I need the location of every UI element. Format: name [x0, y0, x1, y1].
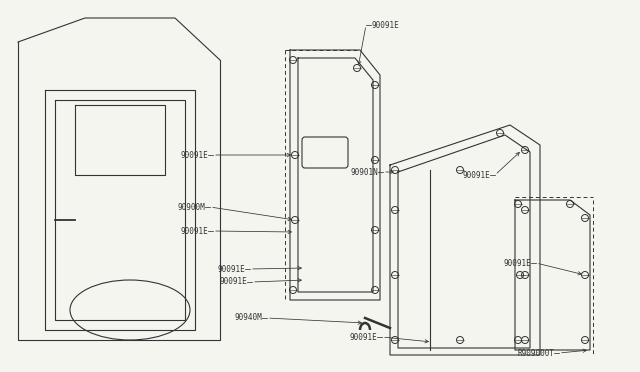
Text: 90091E: 90091E [349, 333, 377, 341]
Text: 90091E: 90091E [180, 227, 208, 235]
Text: 90091E: 90091E [462, 170, 490, 180]
Text: 90091E: 90091E [180, 151, 208, 160]
Text: 90091E: 90091E [503, 259, 531, 267]
Text: 90900M: 90900M [177, 202, 205, 212]
Text: 90091E: 90091E [371, 20, 399, 29]
Text: 90940M: 90940M [234, 314, 262, 323]
Text: R909000T: R909000T [517, 349, 554, 357]
Text: 90091E: 90091E [220, 278, 247, 286]
Text: 90901N: 90901N [350, 167, 378, 176]
Text: 90091E: 90091E [217, 264, 245, 273]
